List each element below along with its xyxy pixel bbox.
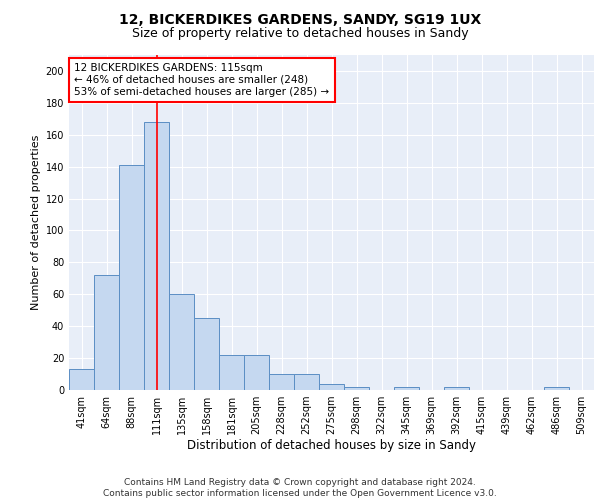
Text: Size of property relative to detached houses in Sandy: Size of property relative to detached ho… [131, 28, 469, 40]
Bar [244, 355, 269, 390]
Bar [294, 374, 319, 390]
Bar [69, 370, 94, 390]
Bar [169, 294, 194, 390]
Text: 12 BICKERDIKES GARDENS: 115sqm
← 46% of detached houses are smaller (248)
53% of: 12 BICKERDIKES GARDENS: 115sqm ← 46% of … [74, 64, 329, 96]
Bar [394, 387, 419, 390]
Text: 12, BICKERDIKES GARDENS, SANDY, SG19 1UX: 12, BICKERDIKES GARDENS, SANDY, SG19 1UX [119, 12, 481, 26]
Bar [444, 387, 469, 390]
Bar [544, 387, 569, 390]
Bar [219, 355, 244, 390]
Bar [119, 165, 144, 390]
Text: Contains HM Land Registry data © Crown copyright and database right 2024.
Contai: Contains HM Land Registry data © Crown c… [103, 478, 497, 498]
Bar [144, 122, 169, 390]
Bar [319, 384, 344, 390]
Bar [269, 374, 294, 390]
Bar [94, 275, 119, 390]
Bar [344, 387, 369, 390]
Bar [194, 318, 219, 390]
X-axis label: Distribution of detached houses by size in Sandy: Distribution of detached houses by size … [187, 438, 476, 452]
Y-axis label: Number of detached properties: Number of detached properties [31, 135, 41, 310]
